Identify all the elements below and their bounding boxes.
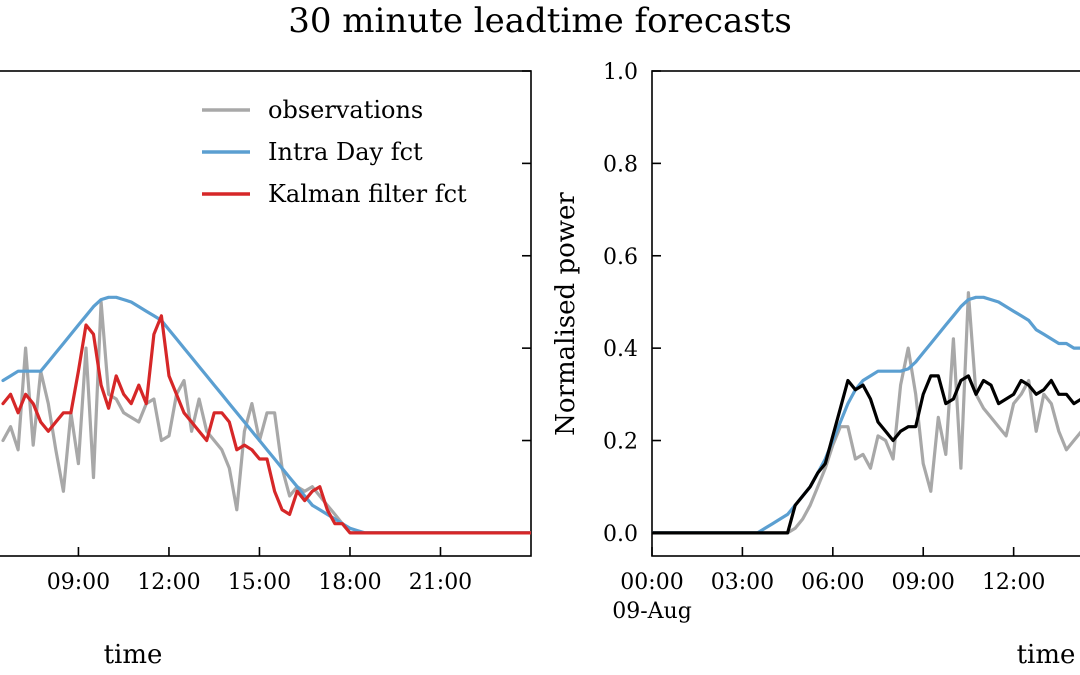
- right-panel: 0.0 0.2 0.4 0.6 0.8 1.0 00:00 03:00 06:00 09:00 1…: [551, 60, 1080, 670]
- x-tick-label: 00:00: [620, 570, 683, 595]
- left-series: [1, 295, 531, 535]
- x-tick-label: 09:00: [892, 570, 955, 595]
- legend-label-intraday: Intra Day fct: [268, 138, 423, 166]
- legend-label-kalman: Kalman filter fct: [268, 180, 467, 208]
- series-line-intraday: [652, 295, 1080, 535]
- y-tick-label: 0.4: [603, 337, 638, 362]
- series-line-model2: [652, 374, 1080, 535]
- right-y-axis-label: Normalised power: [551, 192, 581, 436]
- left-axes-frame: [0, 70, 532, 557]
- right-series: [652, 291, 1080, 535]
- x-tick-label: 12:00: [982, 570, 1045, 595]
- right-x-ticks: 00:00 03:00 06:00 09:00 12:00: [620, 547, 1045, 595]
- left-x-ticks: 09:00 12:00 15:00 18:00 21:00: [47, 70, 531, 595]
- legend-label-observations: observations: [268, 96, 423, 124]
- x-tick-label: 12:00: [137, 570, 200, 595]
- y-tick-label: 1.0: [603, 60, 638, 85]
- y-tick-label: 0.6: [603, 245, 638, 270]
- right-x-axis-label: time: [1017, 640, 1076, 670]
- series-line-intraday: [1, 295, 531, 535]
- series-line-observations: [1, 300, 531, 535]
- series-line-kalman: [1, 314, 531, 535]
- x-tick-label: 21:00: [409, 570, 472, 595]
- x-tick-label: 06:00: [801, 570, 864, 595]
- x-tick-label: 18:00: [318, 570, 381, 595]
- y-tick-label: 0.0: [603, 522, 638, 547]
- y-tick-label: 0.2: [603, 430, 638, 455]
- right-date-label: 09-Aug: [612, 599, 692, 624]
- figure-title: 30 minute leadtime forecasts: [288, 1, 792, 41]
- left-x-axis-label: time: [104, 640, 163, 670]
- y-tick-label: 0.8: [603, 152, 638, 177]
- left-panel: 09:00 12:00 15:00 18:00 21:00 observations In…: [0, 70, 532, 670]
- series-line-observations: [652, 291, 1080, 535]
- x-tick-label: 15:00: [228, 570, 291, 595]
- right-y-ticks: 0.0 0.2 0.4 0.6 0.8 1.0: [603, 60, 661, 547]
- legend: observations Intra Day fct Kalman filter f…: [202, 96, 467, 208]
- x-tick-label: 09:00: [47, 570, 110, 595]
- right-axes-frame: [651, 70, 1080, 557]
- x-tick-label: 03:00: [711, 570, 774, 595]
